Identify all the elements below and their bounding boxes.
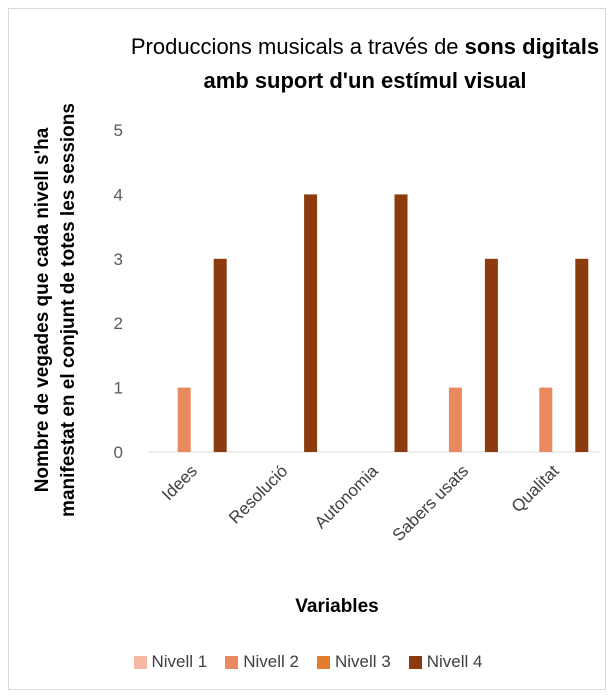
legend-swatch — [225, 655, 239, 669]
y-axis-title-line: Nombre de vegades que cada nivell s'ha — [32, 127, 53, 492]
x-axis-title: Variables — [295, 596, 378, 617]
y-axis-ticks: 0 1 2 3 4 5 — [114, 121, 123, 462]
y-tick-label: 3 — [114, 250, 123, 269]
x-category-label: Sabers usats — [389, 461, 473, 545]
y-tick-label: 4 — [114, 185, 123, 204]
legend-item: Nivell 4 — [408, 652, 483, 672]
legend-swatch — [408, 655, 422, 669]
x-category-label: Qualitat — [508, 461, 563, 516]
legend-label: Nivell 2 — [243, 652, 299, 671]
x-axis-categories: Idees Resolució Autonomia Sabers usats Quali… — [158, 461, 563, 545]
bar — [539, 387, 553, 452]
y-tick-label: 5 — [114, 121, 123, 140]
x-category-label: Idees — [158, 461, 201, 504]
bar — [304, 194, 318, 452]
bar — [394, 194, 408, 452]
y-tick-label: 1 — [114, 379, 123, 398]
chart-title: Produccions musicals a través de sons di… — [130, 30, 600, 98]
legend-swatch — [133, 655, 147, 669]
legend-item: Nivell 1 — [133, 652, 208, 672]
bars — [177, 194, 589, 452]
bar — [177, 387, 191, 452]
chart-title-part-2: sons digitals amb suport d'un estímul vi… — [203, 34, 600, 93]
bar — [213, 258, 227, 452]
bar — [484, 258, 498, 452]
chart-title-part-1: Produccions musicals a través de — [130, 34, 465, 59]
legend-item: Nivell 3 — [317, 652, 391, 672]
x-category-label: Autonomia — [311, 461, 382, 532]
legend-swatch — [317, 655, 330, 669]
legend-label: Nivell 4 — [426, 652, 483, 671]
bar — [575, 258, 589, 452]
y-axis-title-line: manifestat en el conjunt de totes les se… — [58, 103, 79, 517]
bar — [448, 387, 462, 452]
y-tick-label: 0 — [114, 443, 123, 462]
legend: Nivell 1 Nivell 2 Nivell 3 Nivell 4 — [0, 652, 616, 672]
legend-label: Nivell 1 — [151, 652, 208, 671]
legend-item: Nivell 2 — [225, 652, 299, 672]
x-category-label: Resolució — [225, 461, 291, 527]
legend-label: Nivell 3 — [335, 652, 391, 671]
y-tick-label: 2 — [114, 314, 123, 333]
y-axis-title: Nombre de vegades que cada nivell s'ha ma… — [32, 103, 79, 517]
